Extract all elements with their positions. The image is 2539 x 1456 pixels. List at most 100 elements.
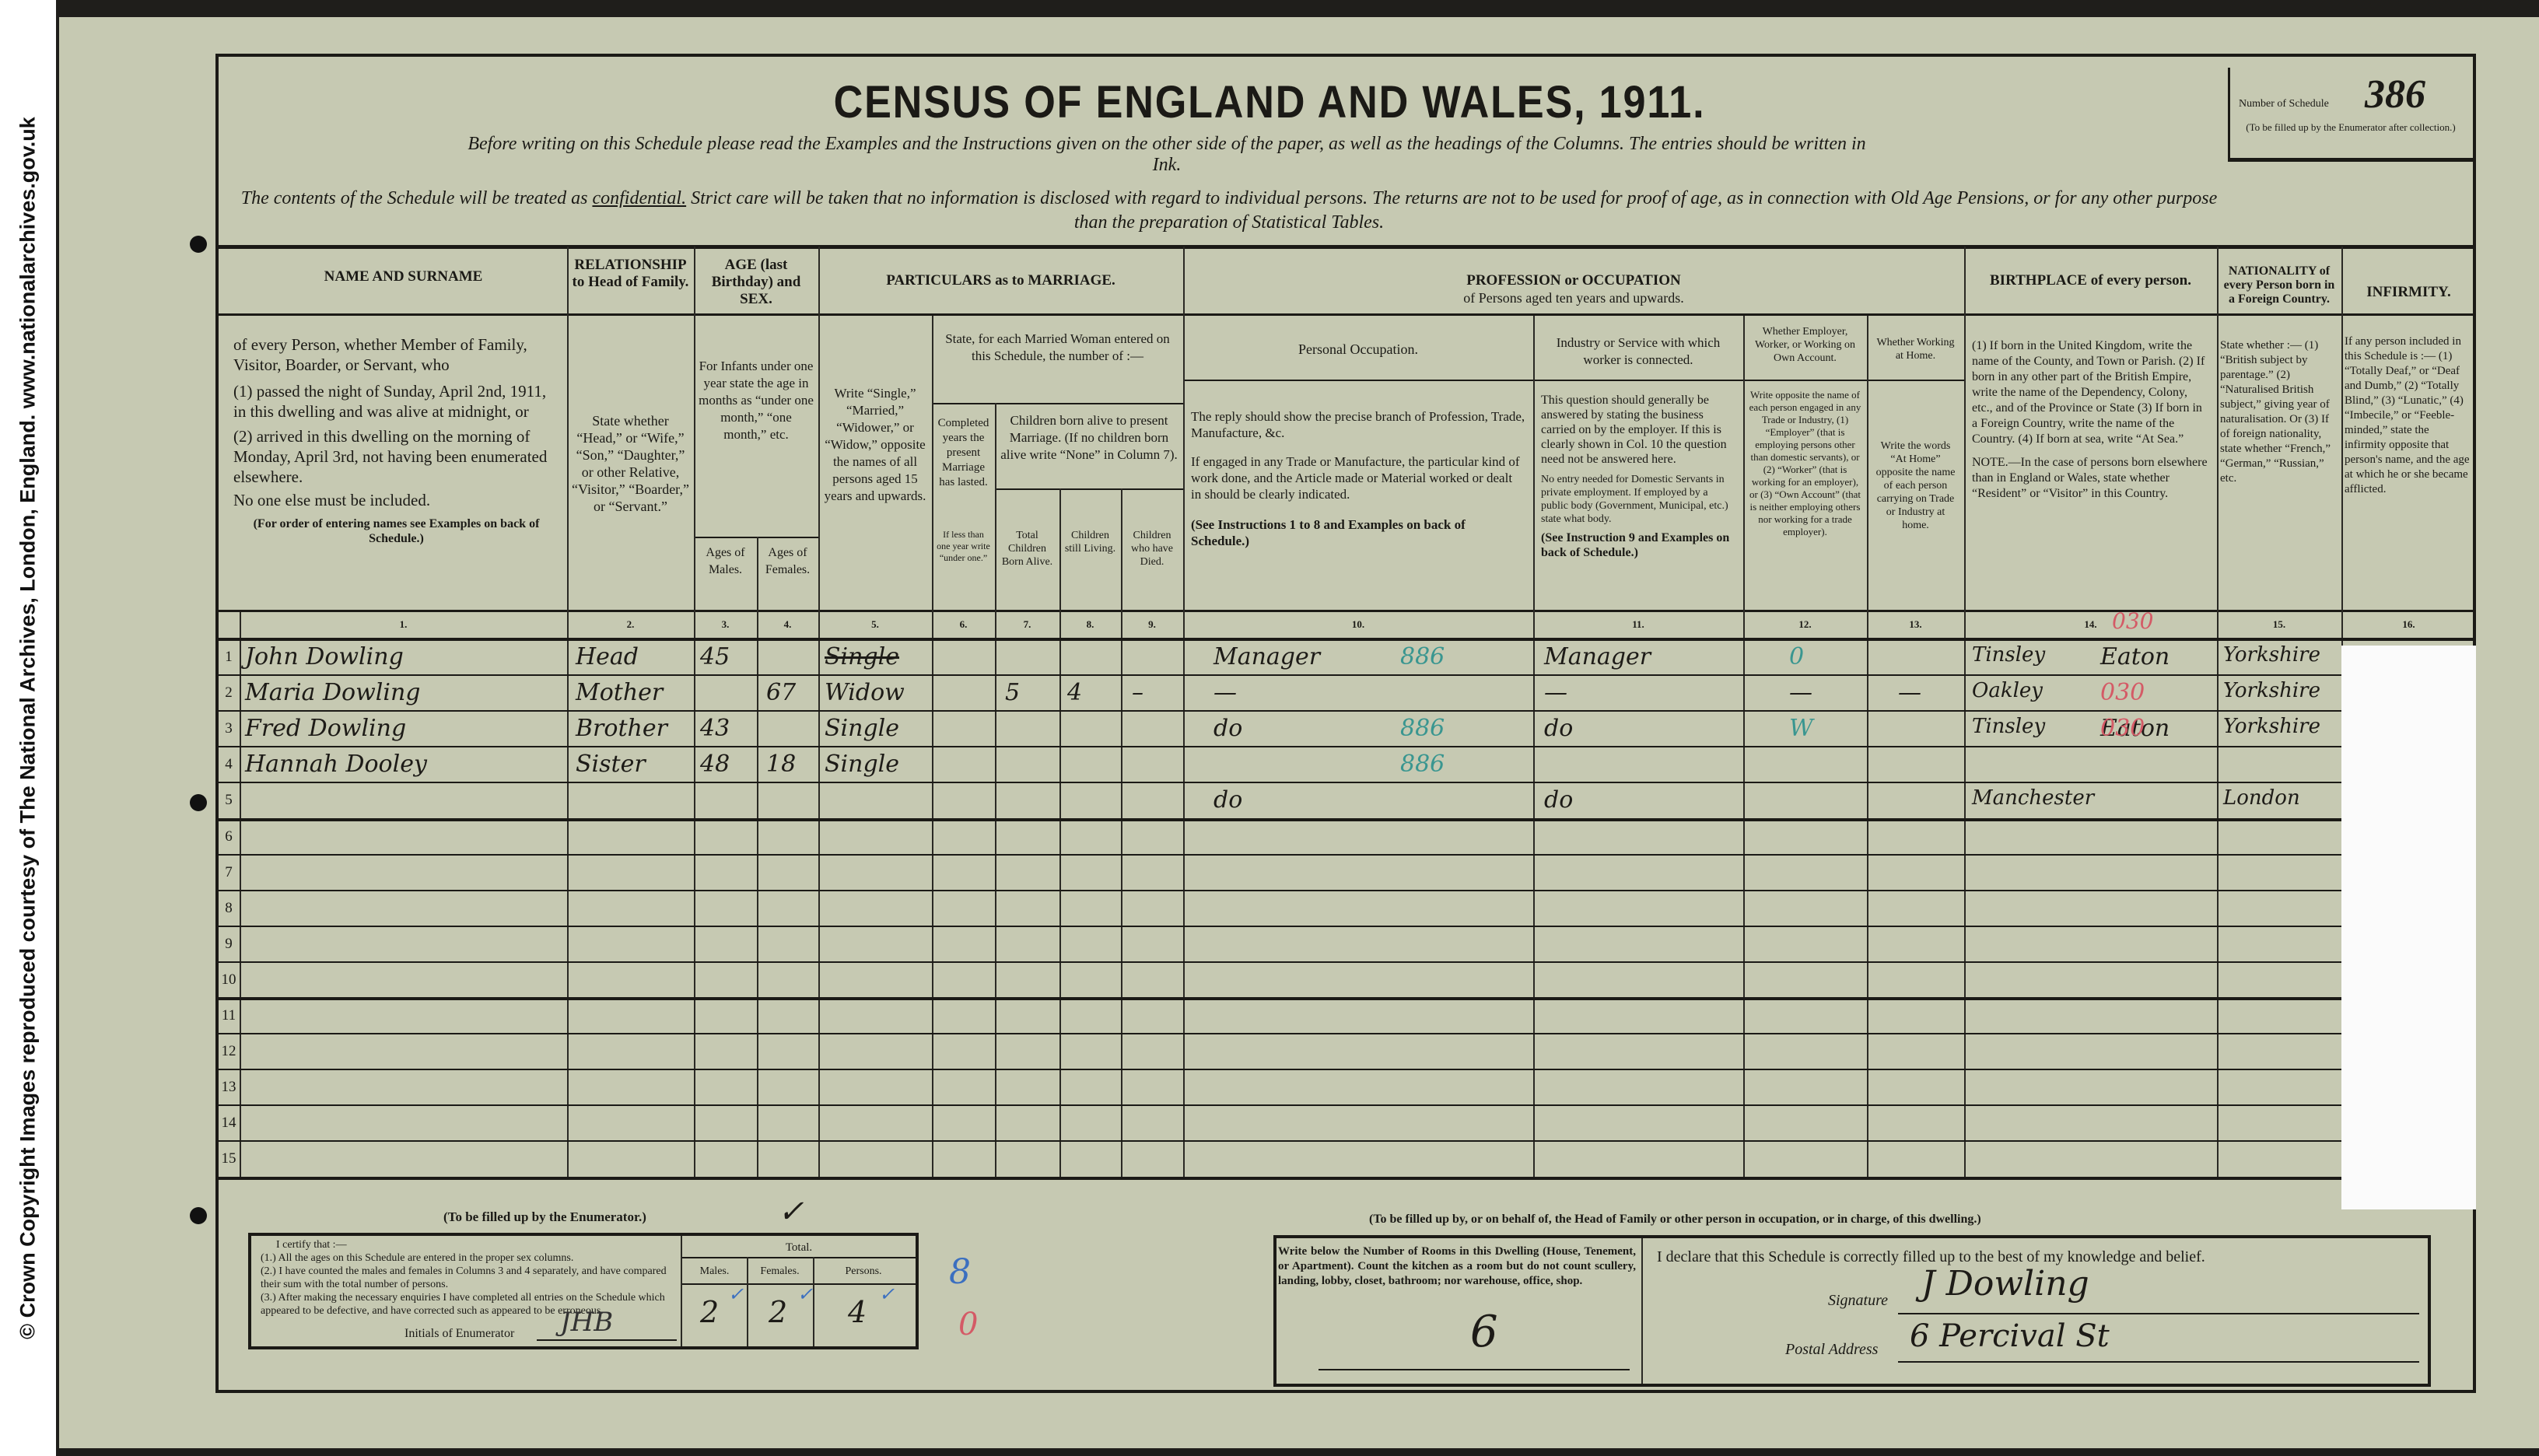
employer-instructions: Write opposite the name of each person e… — [1749, 389, 1861, 537]
column-number: 6. — [959, 618, 968, 630]
rooms-instructions: Write below the Number of Rooms in this … — [1278, 1245, 1636, 1287]
entry-born: 5 — [1005, 679, 1021, 707]
heading-children-died: Children who have Died. — [1130, 530, 1174, 568]
entry-nationality: London — [2223, 786, 2300, 810]
total-persons: 4 — [848, 1295, 867, 1329]
row-rule — [215, 925, 2476, 927]
females-label: Females. — [760, 1265, 800, 1277]
entry-age-f: 67 — [766, 679, 797, 707]
entry-birthplace-town: Eaton — [2100, 643, 2170, 670]
certify-intro: I certify that :— — [276, 1239, 347, 1251]
entry-industry: — — [1544, 679, 1567, 707]
row-number: 7 — [225, 863, 233, 880]
page-title: CENSUS OF ENGLAND AND WALES, 1911. — [833, 77, 1706, 128]
relationship-instructions: State whether “Head,” or “Wife,” “Son,” … — [572, 413, 689, 514]
row-number: 1 — [225, 649, 233, 665]
entry-occupation: do — [1213, 786, 1243, 814]
punch-hole — [190, 794, 207, 811]
entry-nationality: Yorkshire — [2223, 643, 2320, 667]
column-rule — [757, 537, 758, 1178]
entry-occupation: do — [1213, 715, 1243, 743]
column-rule — [240, 612, 241, 1178]
entry-employer: W — [1789, 715, 1813, 743]
row-rule — [215, 746, 2476, 748]
column-number: 14. — [2084, 618, 2097, 630]
entry-relationship: Brother — [576, 715, 667, 743]
column-rule — [1059, 488, 1061, 1178]
column-number: 13. — [1909, 618, 1922, 630]
occupation-instr-2: If engaged in any Trade or Manufacture, … — [1191, 454, 1520, 502]
column-number: 7. — [1023, 618, 1031, 630]
nationality-instructions: State whether :— (1) “British subject by… — [2220, 339, 2331, 485]
males-divider — [747, 1257, 748, 1346]
heading-total-children: Total Children Born Alive. — [1001, 530, 1053, 568]
census-schedule-paper — [59, 17, 2539, 1448]
persons-label: Persons. — [845, 1265, 882, 1277]
row-rule — [215, 817, 2476, 821]
heading-at-home: Whether Working at Home. — [1876, 337, 1955, 362]
name-instr-4: (For order of entering names see Example… — [253, 517, 540, 545]
row-number: 14 — [221, 1115, 236, 1132]
schedule-number-note: (To be filled up by the Enumerator after… — [2246, 121, 2456, 133]
entry-industry: Manager — [1544, 643, 1651, 670]
redaction-block — [2341, 646, 2476, 1209]
children-rule — [995, 488, 1183, 490]
margin-blue-mark: 8 — [949, 1252, 971, 1292]
column-number: 10. — [1351, 618, 1365, 630]
entry-occ-code: 886 — [1400, 715, 1445, 743]
row-rule — [215, 853, 2476, 856]
industry-instructions: This question should generally be answer… — [1533, 393, 1743, 560]
entry-nationality: Yorkshire — [2223, 715, 2320, 739]
column-number: 5. — [871, 618, 879, 630]
married-woman-instructions: State, for each Married Woman entered on… — [945, 331, 1170, 363]
males-label: Males. — [699, 1265, 730, 1277]
row-rule — [215, 1069, 2476, 1071]
column-number: 4. — [783, 618, 792, 630]
entry-marriage: Widow — [825, 679, 905, 707]
header-bottom-rule — [215, 610, 2476, 612]
row-number: 9 — [225, 935, 233, 952]
schedule-number-label: Number of Schedule — [2239, 98, 2329, 110]
check-icon: ✓ — [797, 1283, 814, 1305]
heading-age: AGE (last Birthday) and SEX. — [711, 257, 801, 307]
initials-label: Initials of Enumerator — [404, 1327, 515, 1340]
entry-living: 4 — [1067, 679, 1083, 707]
column-number: 3. — [721, 618, 730, 630]
total-divider — [681, 1236, 682, 1346]
column-number: 11. — [1632, 618, 1644, 630]
profession-sub-rule — [1183, 380, 1964, 381]
entry-birthplace: Tinsley — [1972, 715, 2046, 739]
heading-relationship: RELATIONSHIP to Head of Family. — [572, 257, 689, 290]
entry-employer: — — [1789, 679, 1812, 707]
column-number: 12. — [1798, 618, 1812, 630]
entry-died: – — [1132, 679, 1143, 707]
column-rule — [1964, 247, 1966, 1178]
entry-age-f: 18 — [766, 751, 797, 779]
entry-birthplace: Tinsley — [1972, 643, 2046, 667]
personal-occupation-instructions: The reply should show the precise branch… — [1183, 408, 1533, 549]
declaration-text: I declare that this Schedule is correctl… — [1657, 1248, 2205, 1265]
schedule-number-box — [2228, 68, 2476, 162]
heading-infirmity: INFIRMITY. — [2366, 284, 2451, 300]
entry-occupation: — — [1213, 679, 1237, 707]
entry-nationality: Yorkshire — [2223, 679, 2320, 703]
married-woman-rule — [932, 403, 1183, 404]
row-rule — [215, 782, 2476, 784]
name-instr-3: No one else must be included. — [233, 491, 431, 509]
heading-birthplace: BIRTHPLACE of every person. — [1990, 272, 2191, 289]
column-rule — [2217, 247, 2219, 1178]
schedule-number: 386 — [2365, 72, 2425, 117]
entry-birthplace-town: Eaton — [2100, 715, 2170, 743]
column-rule — [818, 247, 820, 1178]
entry-name: Hannah Dooley — [245, 751, 427, 779]
rooms-line — [1319, 1369, 1630, 1370]
row-rule — [215, 997, 2476, 1000]
name-instructions: of every Person, whether Member of Famil… — [226, 334, 567, 546]
punch-hole — [190, 236, 207, 253]
entry-birthplace: Manchester — [1972, 786, 2095, 810]
industry-instr-1: This question should generally be answer… — [1541, 394, 1727, 466]
entry-age-m: 43 — [700, 715, 730, 743]
entry-marriage: Single — [825, 643, 900, 670]
entry-occ-code: 886 — [1400, 643, 1445, 670]
row-number: 8 — [225, 899, 233, 916]
